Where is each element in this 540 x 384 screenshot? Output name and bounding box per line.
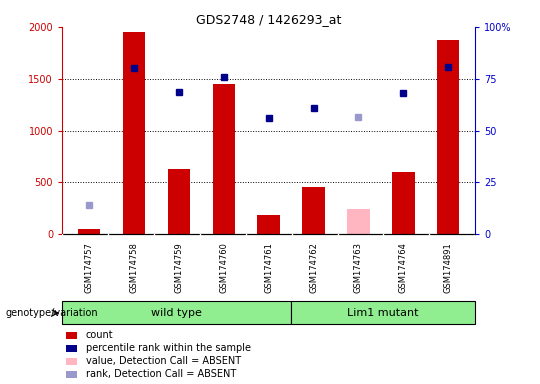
Bar	[392, 172, 415, 234]
Bar	[123, 32, 145, 234]
Text: GSM174757: GSM174757	[85, 242, 93, 293]
Bar	[437, 40, 460, 234]
Text: GSM174891: GSM174891	[444, 242, 453, 293]
Bar	[213, 84, 235, 234]
Text: percentile rank within the sample: percentile rank within the sample	[85, 343, 251, 353]
Bar	[291, 301, 475, 324]
Text: count: count	[85, 330, 113, 340]
Bar	[258, 215, 280, 234]
Bar	[66, 371, 78, 378]
Bar	[62, 301, 291, 324]
Bar	[167, 169, 190, 234]
Text: rank, Detection Call = ABSENT: rank, Detection Call = ABSENT	[85, 369, 236, 379]
Title: GDS2748 / 1426293_at: GDS2748 / 1426293_at	[196, 13, 341, 26]
Text: wild type: wild type	[151, 308, 202, 318]
Bar	[347, 209, 370, 234]
Text: value, Detection Call = ABSENT: value, Detection Call = ABSENT	[85, 356, 241, 366]
Bar	[78, 229, 100, 234]
Text: GSM174762: GSM174762	[309, 242, 318, 293]
Text: GSM174761: GSM174761	[264, 242, 273, 293]
Text: genotype/variation: genotype/variation	[5, 308, 98, 318]
Text: Lim1 mutant: Lim1 mutant	[347, 308, 419, 318]
Text: GSM174764: GSM174764	[399, 242, 408, 293]
Bar	[66, 332, 78, 339]
Bar	[302, 187, 325, 234]
Text: GSM174763: GSM174763	[354, 242, 363, 293]
Bar	[66, 345, 78, 352]
Text: GSM174759: GSM174759	[174, 242, 184, 293]
Text: GSM174758: GSM174758	[130, 242, 138, 293]
Bar	[66, 358, 78, 365]
Text: GSM174760: GSM174760	[219, 242, 228, 293]
